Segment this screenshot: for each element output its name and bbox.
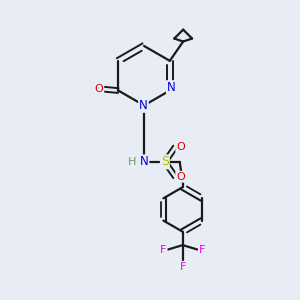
Text: S: S xyxy=(161,155,169,168)
Text: F: F xyxy=(179,262,186,272)
Text: N: N xyxy=(139,99,148,112)
Text: F: F xyxy=(199,244,205,255)
Text: O: O xyxy=(176,172,185,182)
Text: F: F xyxy=(160,244,167,255)
Text: O: O xyxy=(94,84,103,94)
Text: H: H xyxy=(128,157,136,167)
Text: O: O xyxy=(176,142,185,152)
Text: N: N xyxy=(140,155,148,168)
Text: N: N xyxy=(167,81,176,94)
